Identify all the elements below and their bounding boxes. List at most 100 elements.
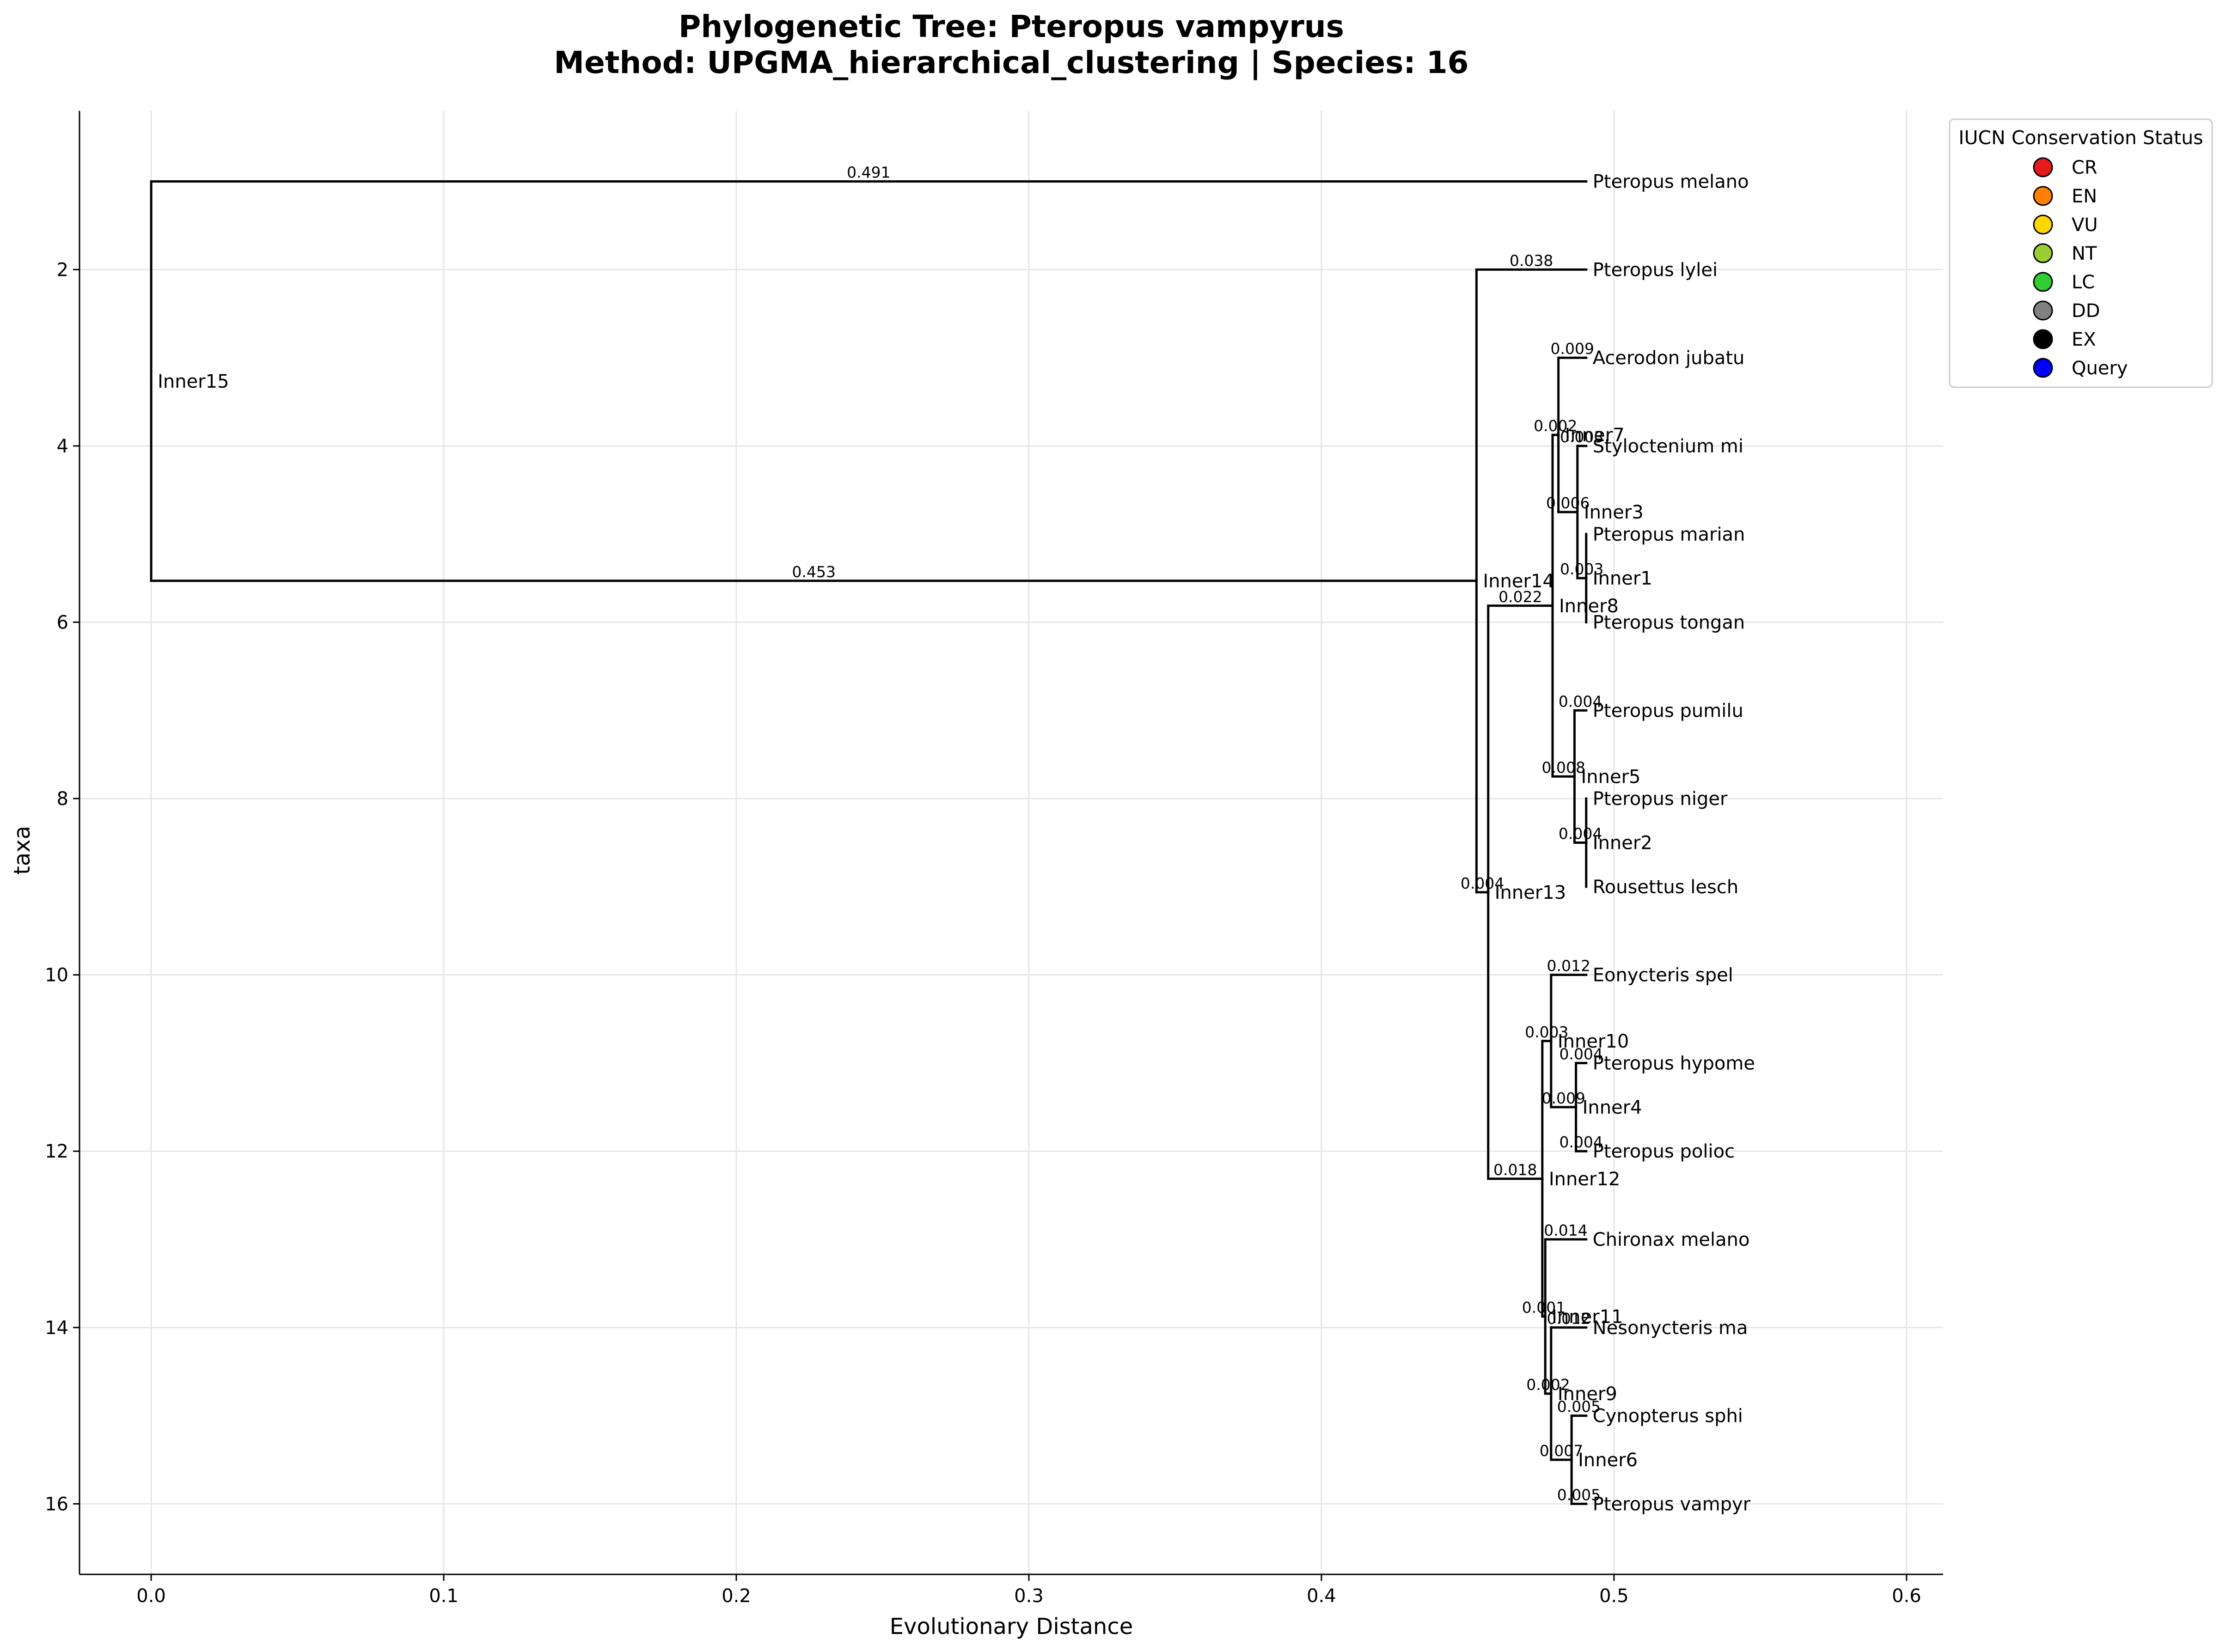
x-tick-label: 0.3 [1014, 1585, 1044, 1607]
x-axis-ticks: 0.0 0.1 0.2 0.3 0.4 0.5 0.6 [136, 1574, 1921, 1607]
leaf-label: Pteropus lylei [1593, 259, 1718, 280]
branch-length-label: 0.014 [1544, 1221, 1587, 1239]
branch-length-label: 0.003 [1560, 560, 1603, 578]
tree-branch [1551, 604, 1576, 778]
y-tick-label: 6 [57, 612, 68, 634]
leaf-label: Pteropus vampyr [1593, 1494, 1751, 1515]
x-tick-label: 0.5 [1599, 1585, 1629, 1607]
branch-length-label: 0.002 [1526, 1376, 1570, 1394]
legend-marker [2033, 358, 2053, 378]
internal-node-label: Inner15 [158, 371, 229, 392]
leaf-label: Pteropus polioc [1593, 1141, 1735, 1162]
tree-branch [1557, 356, 1588, 436]
grid-lines [80, 111, 1943, 1574]
tree-branch [1550, 1040, 1578, 1109]
internal-node-label: Inner6 [1578, 1450, 1638, 1471]
chart-title-line1: Phylogenetic Tree: Pteropus vampyrus [679, 9, 1344, 44]
leaf-label: Acerodon jubatu [1593, 347, 1745, 369]
legend-item-label: Query [2072, 358, 2128, 379]
branch-length-label: 0.009 [1550, 340, 1594, 358]
legend-marker [2033, 300, 2053, 321]
leaf-label: Pteropus tongan [1593, 612, 1745, 634]
tree-branch [1475, 579, 1490, 894]
tree-branch [1550, 974, 1588, 1042]
y-tick-label: 12 [45, 1141, 68, 1162]
branch-length-label: 0.002 [1534, 417, 1577, 435]
tree-branch [1550, 1326, 1588, 1395]
internal-node-labels: Inner1 Inner2 Inner3 Inner4 Inner5 Inner6 Inne… [158, 371, 1652, 1471]
tree-branch [150, 180, 1588, 383]
legend-marker [2033, 157, 2053, 177]
legend-item-label: LC [2072, 272, 2095, 293]
legend-item-label: NT [2072, 243, 2097, 264]
tree-branch [1573, 709, 1588, 778]
y-tick-label: 2 [57, 259, 68, 280]
tree-branch [1487, 891, 1544, 1180]
tree-branch [1557, 433, 1579, 513]
branch-length-label: 0.491 [847, 164, 890, 182]
branch-length-label: 0.038 [1510, 251, 1553, 269]
tree-branch [1570, 1458, 1588, 1505]
y-tick-label: 4 [57, 436, 68, 457]
leaf-label: Nesonycteris ma [1593, 1317, 1748, 1339]
branch-length-label: 0.018 [1493, 1161, 1537, 1179]
legend-frame [1949, 118, 2213, 388]
chart-title-line2: Method: UPGMA_hierarchical_clustering | … [554, 45, 1468, 81]
legend-title: IUCN Conservation Status [1958, 127, 2203, 149]
leaf-label: Eonycteris spel [1593, 965, 1733, 986]
internal-node-label: Inner14 [1483, 571, 1554, 592]
x-tick-label: 0.2 [722, 1585, 751, 1607]
tree-branch [1475, 268, 1588, 582]
branch-length-label: 0.012 [1547, 957, 1590, 975]
y-tick-label: 10 [45, 965, 68, 986]
branch-length-label: 0.008 [1541, 758, 1585, 776]
branch-length-label: 0.004 [1559, 1045, 1602, 1063]
tree-branch [1576, 511, 1588, 579]
leaf-label: Pteropus pumilu [1593, 700, 1743, 721]
internal-node-label: Inner2 [1593, 833, 1652, 854]
leaf-label: Pteropus melano [1593, 171, 1749, 193]
branch-length-label: 0.004 [1461, 874, 1504, 892]
tree-branch [1576, 445, 1588, 513]
branch-length-label: 0.453 [792, 563, 836, 581]
y-axis-label: taxa [9, 826, 35, 875]
legend-marker [2033, 186, 2053, 206]
y-tick-label: 8 [57, 788, 68, 810]
internal-node-label: Inner13 [1495, 882, 1566, 903]
internal-node-label: Inner7 [1565, 425, 1625, 446]
internal-node-label: Inner11 [1552, 1306, 1623, 1328]
branch-length-labels: 0.491 0.453 0.038 0.004 0.022 0.018 0.002 0.008… [792, 164, 1604, 1504]
leaf-label: Pteropus hypome [1593, 1053, 1755, 1074]
x-axis-label: Evolutionary Distance [890, 1614, 1133, 1640]
y-axis-ticks: 2 4 6 8 10 12 14 16 [45, 259, 80, 1515]
tree-branches [150, 180, 1588, 1505]
leaf-label: Chironax melano [1593, 1229, 1750, 1250]
branch-length-label: 0.022 [1498, 588, 1542, 606]
branch-length-label: 0.005 [1557, 1486, 1601, 1504]
tree-branch [1575, 1061, 1588, 1109]
tree-branch [150, 380, 1478, 582]
legend-marker [2033, 329, 2053, 349]
tree-branch [1541, 1040, 1553, 1180]
x-tick-label: 0.1 [429, 1585, 459, 1607]
legend-item-label: DD [2072, 300, 2100, 322]
legend-items: CR EN VU NT LC DD EX Query [2033, 157, 2128, 379]
x-tick-label: 0.6 [1892, 1585, 1921, 1607]
x-tick-label: 0.0 [136, 1585, 166, 1607]
legend-item-label: VU [2072, 214, 2098, 236]
branch-length-label: 0.004 [1559, 825, 1602, 843]
y-tick-label: 14 [45, 1317, 68, 1339]
branch-length-label: 0.012 [1547, 1310, 1590, 1328]
leaf-label: Pteropus niger [1593, 788, 1728, 810]
internal-node-label: Inner1 [1593, 568, 1652, 589]
tree-branch [1575, 1106, 1588, 1152]
leaf-label: Rousettus lesch [1593, 877, 1738, 898]
axes [79, 111, 1943, 1575]
legend-item-label: CR [2072, 157, 2098, 178]
internal-node-label: Inner10 [1558, 1031, 1629, 1052]
tree-branch [1487, 604, 1554, 894]
x-tick-label: 0.4 [1307, 1585, 1336, 1607]
leaf-labels: Pteropus melano Pteropus lylei Acerodon ju… [1593, 171, 1755, 1515]
tree-branch [1551, 433, 1560, 607]
